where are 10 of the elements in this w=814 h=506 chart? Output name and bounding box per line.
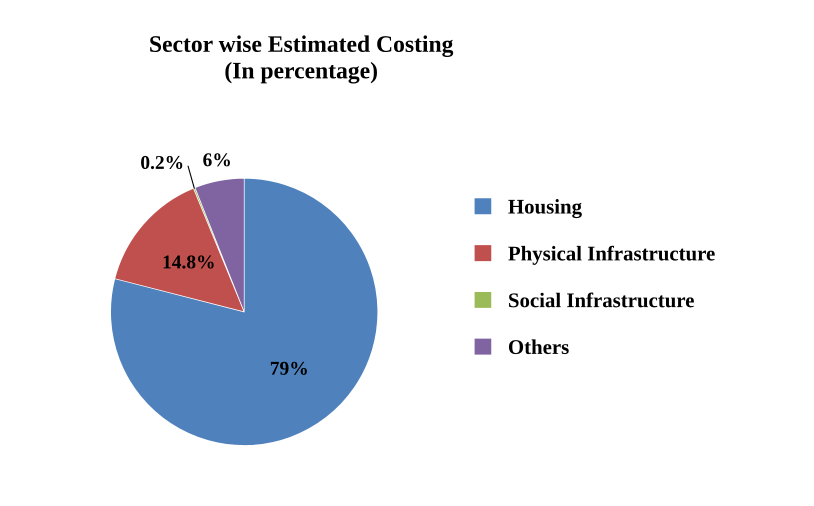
chart-title: Sector wise Estimated Costing (In percentage) <box>150 35 454 84</box>
legend-label: Others <box>508 339 569 354</box>
data-label: 6% <box>203 153 230 166</box>
data-label: 0.2% <box>141 156 182 170</box>
legend-label: Physical Infrastructure <box>508 246 715 265</box>
data-label: 79% <box>270 362 307 375</box>
data-label: 14.8% <box>164 255 214 269</box>
legend-label: Social Infrastructure <box>509 292 694 308</box>
legend-label: Housing <box>508 199 582 218</box>
pie-slice <box>110 178 378 446</box>
